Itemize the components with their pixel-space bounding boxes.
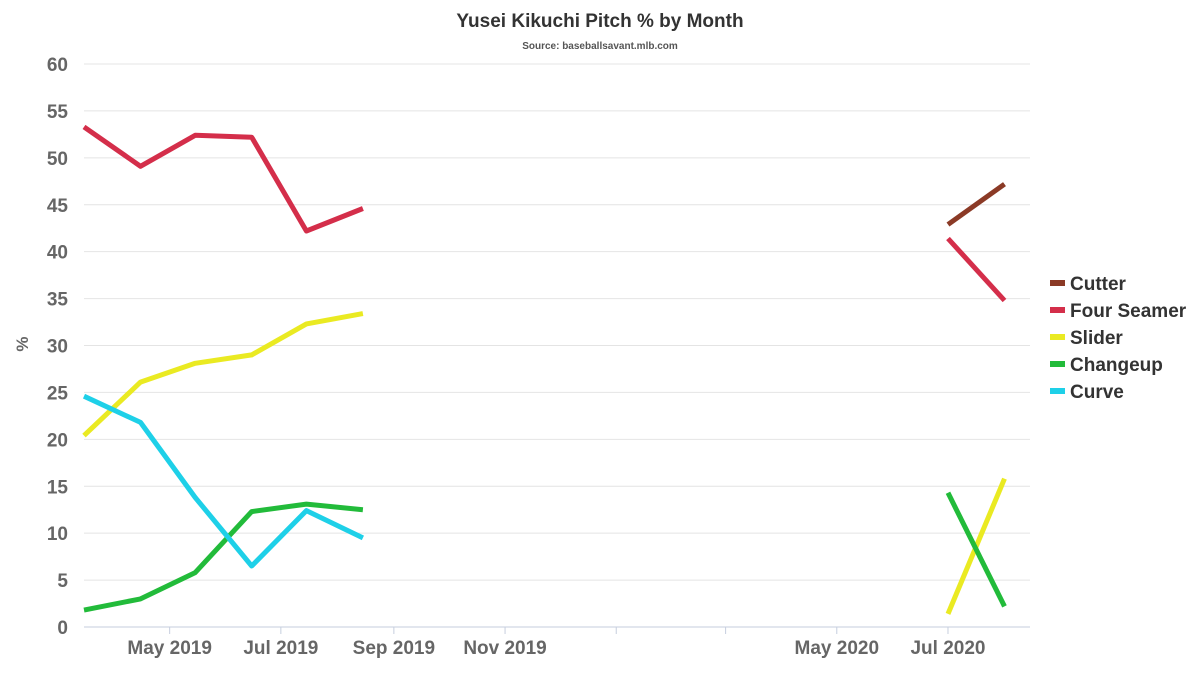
x-tick-label: May 2020 xyxy=(795,638,880,659)
series-line-four-seamer xyxy=(82,124,364,234)
legend-label: Four Seamer xyxy=(1070,301,1187,322)
y-tick-label: 20 xyxy=(47,430,68,451)
y-tick-label: 35 xyxy=(47,290,69,311)
legend-swatch xyxy=(1050,388,1065,394)
y-axis-title: % xyxy=(13,336,32,351)
x-axis-ticks: May 2019 Jul 2019 Sep 2019 Nov 2019 May 2020… xyxy=(127,627,985,659)
legend-label: Slider xyxy=(1070,328,1123,349)
chart-title: Yusei Kikuchi Pitch % by Month xyxy=(456,11,743,32)
y-tick-label: 25 xyxy=(47,383,69,404)
x-tick-label: Sep 2019 xyxy=(353,638,435,659)
x-tick-label: Jul 2019 xyxy=(243,638,318,659)
y-tick-label: 40 xyxy=(47,243,68,264)
y-tick-label: 30 xyxy=(47,337,68,358)
chart-subtitle: Source: baseballsavant.mlb.com xyxy=(522,41,678,52)
y-tick-label: 15 xyxy=(47,477,69,498)
gridlines xyxy=(84,63,1030,628)
y-tick-label: 45 xyxy=(47,196,69,217)
legend-swatch xyxy=(1050,361,1065,367)
legend-item-four-seamer[interactable]: Four Seamer xyxy=(1050,301,1187,322)
x-tick-label: Nov 2019 xyxy=(463,638,546,659)
x-tick-label: May 2019 xyxy=(127,638,212,659)
legend-item-changeup[interactable]: Changeup xyxy=(1050,355,1163,376)
y-tick-label: 0 xyxy=(57,618,68,639)
legend-item-curve[interactable]: Curve xyxy=(1050,382,1124,403)
series-line-curve xyxy=(82,393,364,569)
series-line-changeup xyxy=(945,491,1007,608)
legend-label: Changeup xyxy=(1070,355,1163,376)
legend-swatch xyxy=(1050,334,1065,340)
legend-label: Curve xyxy=(1070,382,1124,403)
series-line-changeup xyxy=(83,501,364,613)
legend-swatch xyxy=(1050,280,1065,286)
x-tick-label: Jul 2020 xyxy=(910,638,985,659)
series-line-slider xyxy=(82,311,364,438)
y-tick-label: 5 xyxy=(57,571,68,592)
y-tick-label: 50 xyxy=(47,149,68,170)
series-line-four-seamer xyxy=(946,236,1007,303)
y-tick-label: 60 xyxy=(47,55,68,76)
legend-item-cutter[interactable]: Cutter xyxy=(1050,274,1127,295)
series-lines xyxy=(82,124,1007,615)
legend-label: Cutter xyxy=(1070,274,1127,295)
y-axis-ticks: 0 5 10 15 20 25 30 35 40 45 50 55 60 xyxy=(47,55,69,639)
legend[interactable]: Cutter Four Seamer Slider Changeup Curve xyxy=(1050,274,1187,403)
legend-swatch xyxy=(1050,307,1065,313)
y-tick-label: 10 xyxy=(47,524,68,545)
legend-item-slider[interactable]: Slider xyxy=(1050,328,1123,349)
y-tick-label: 55 xyxy=(47,102,69,123)
series-line-cutter xyxy=(946,182,1006,227)
